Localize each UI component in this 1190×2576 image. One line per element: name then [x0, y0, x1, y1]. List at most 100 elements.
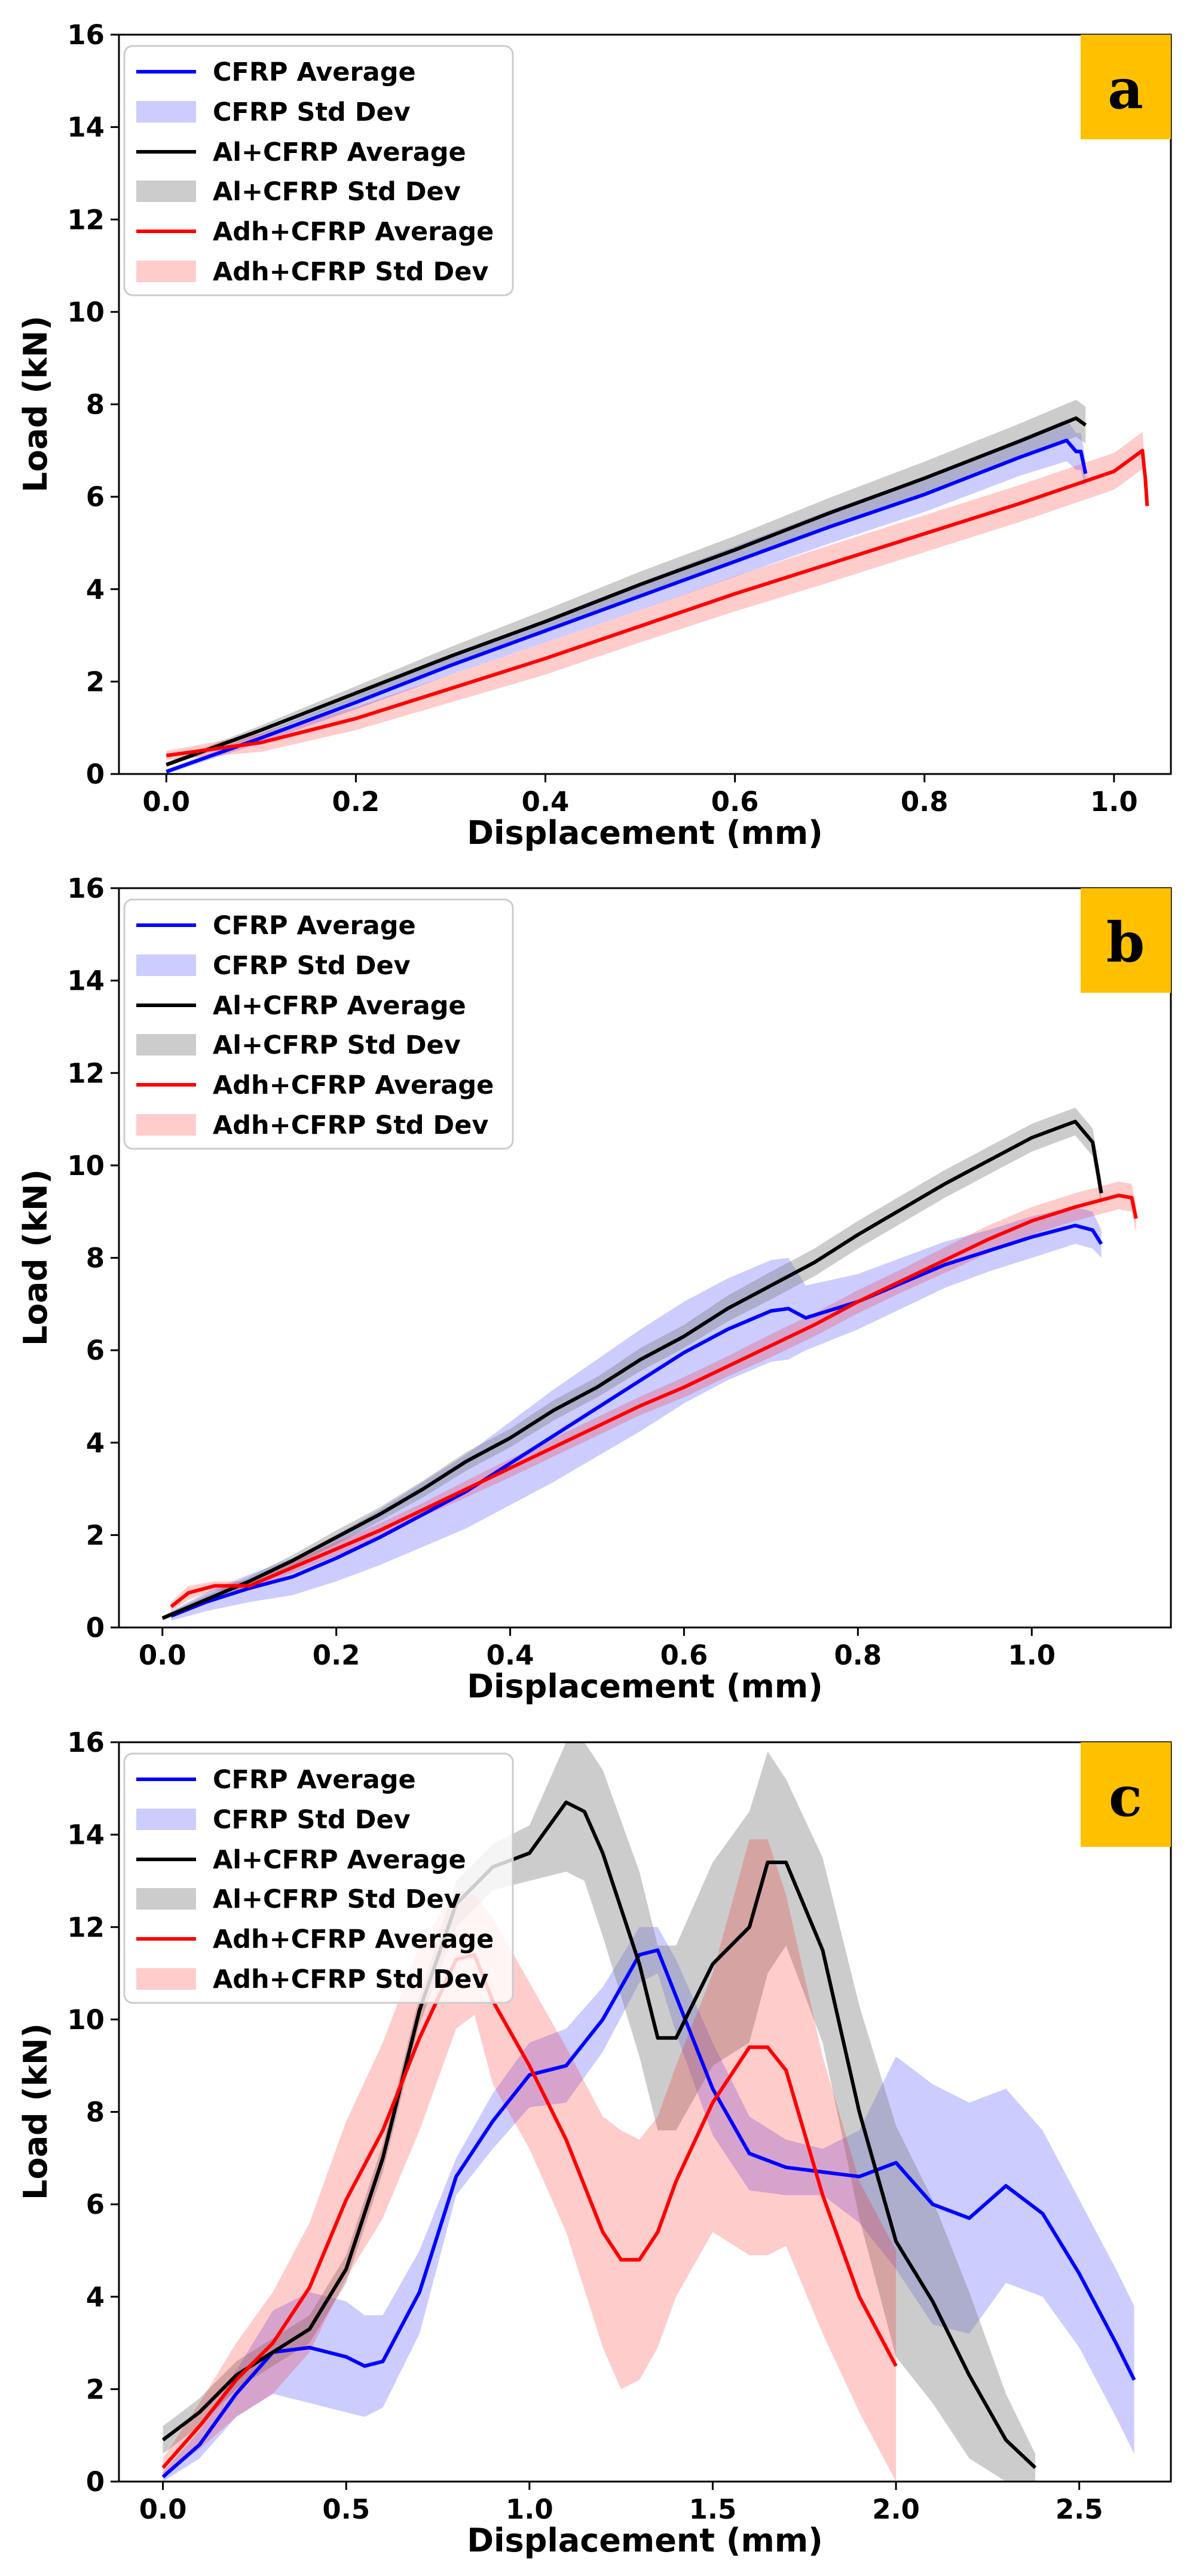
- x-tick-label: 0.0: [142, 786, 190, 818]
- legend: CFRP Average CFRP Std Dev Al+CFRP Averag…: [123, 1752, 514, 2004]
- x-tick-label: 0.4: [522, 786, 570, 818]
- y-tick-label: 8: [86, 389, 105, 421]
- x-tick-label: 0.4: [487, 1639, 534, 1671]
- average-line-adh-cfrp: [161, 1953, 898, 2469]
- y-tick-label: 2: [86, 666, 105, 697]
- average-line-cfrp: [161, 1948, 1136, 2479]
- legend-label-adh-cfrp-std-dev: Adh+CFRP Std Dev: [213, 1110, 488, 1140]
- legend-swatch-cfrp-std-dev: [136, 101, 196, 123]
- y-tick-label: 0: [86, 2466, 105, 2498]
- x-tick-label: 1.5: [689, 2494, 737, 2525]
- y-tick-label: 14: [67, 965, 105, 997]
- y-tick-label: 14: [67, 1819, 105, 1851]
- legend-label-adh-cfrp-std-dev: Adh+CFRP Std Dev: [213, 257, 488, 287]
- average-line-adh-cfrp: [170, 1194, 1138, 1608]
- y-tick-label: 12: [67, 1911, 105, 1943]
- y-tick-label: 2: [86, 2373, 105, 2405]
- legend-label-al-cfrp-std-dev: Al+CFRP Std Dev: [213, 177, 461, 207]
- legend-swatch-adh-cfrp-std-dev: [136, 261, 196, 282]
- legend-frame: [123, 1752, 514, 2004]
- y-tick-label: 8: [86, 1243, 105, 1274]
- legend-label-al-cfrp-std-dev: Al+CFRP Std Dev: [213, 1030, 461, 1060]
- legend-label-cfrp-std-dev: CFRP Std Dev: [213, 1805, 411, 1835]
- x-tick-label: 0.6: [660, 1639, 708, 1671]
- legend: CFRP Average CFRP Std Dev Al+CFRP Averag…: [123, 45, 514, 296]
- legend-frame: [123, 898, 514, 1150]
- y-tick-label: 10: [67, 296, 105, 328]
- y-tick-label: 14: [67, 112, 105, 143]
- average-lines: [161, 1119, 1138, 1620]
- legend-label-al-cfrp-average: Al+CFRP Average: [213, 137, 466, 167]
- y-tick-label: 6: [86, 1335, 105, 1366]
- y-axis-label: Load (kN): [17, 316, 54, 492]
- average-line-adh-cfrp: [166, 448, 1149, 758]
- x-tick-label: 2.0: [872, 2494, 920, 2525]
- legend-swatch-al-cfrp-std-dev: [136, 180, 196, 202]
- x-tick-label: 0.2: [313, 1639, 360, 1671]
- average-line-cfrp: [166, 438, 1088, 773]
- panel-badge-letter: c: [1109, 1764, 1142, 1829]
- legend-swatch-cfrp-std-dev: [136, 954, 196, 976]
- panel-badge-background: [1081, 888, 1171, 993]
- legend-label-cfrp-average: CFRP Average: [213, 1765, 416, 1795]
- x-tick-label: 0.2: [332, 786, 380, 818]
- y-tick-label: 8: [86, 2097, 105, 2128]
- legend-label-al-cfrp-std-dev: Al+CFRP Std Dev: [213, 1884, 461, 1914]
- y-tick-label: 16: [67, 873, 105, 904]
- panel-badge: b: [1081, 888, 1171, 993]
- std-dev-band-adh-cfrp: [171, 1181, 1136, 1611]
- y-tick-label: 16: [67, 1727, 105, 1758]
- x-axis-label: Displacement (mm): [467, 2522, 823, 2559]
- panel-b: 0 2 4 6 8 10 12 14 16 0.0 0.2 0.4 0.6 0.8 1.0 Displac…: [17, 873, 1172, 1705]
- std-dev-band-al-cfrp: [166, 399, 1086, 767]
- legend-swatch-adh-cfrp-std-dev: [136, 1968, 196, 1990]
- x-tick-label: 0.8: [834, 1639, 882, 1671]
- legend-label-cfrp-std-dev: CFRP Std Dev: [213, 951, 411, 981]
- x-axis-label: Displacement (mm): [467, 1668, 823, 1705]
- legend-swatch-al-cfrp-std-dev: [136, 1034, 196, 1056]
- y-tick-label: 4: [86, 2281, 105, 2313]
- x-tick-label: 0.6: [711, 786, 759, 818]
- legend-label-adh-cfrp-average: Adh+CFRP Average: [213, 1925, 494, 1954]
- panel-badge-letter: a: [1108, 57, 1143, 121]
- x-tick-label: 1.0: [1008, 1639, 1056, 1671]
- legend-label-adh-cfrp-average: Adh+CFRP Average: [213, 1070, 494, 1100]
- x-axis-ticks: 0.0 0.2 0.4 0.6 0.8 1.0: [142, 774, 1138, 818]
- y-tick-label: 4: [86, 1427, 105, 1459]
- average-lines: [161, 1800, 1136, 2479]
- legend-label-cfrp-std-dev: CFRP Std Dev: [213, 97, 411, 127]
- legend-label-cfrp-average: CFRP Average: [213, 57, 416, 87]
- y-tick-label: 16: [67, 19, 105, 51]
- average-line-al-cfrp: [161, 1119, 1103, 1620]
- y-tick-label: 0: [86, 758, 105, 790]
- average-line-al-cfrp: [166, 416, 1087, 767]
- std-dev-bands: [162, 1108, 1136, 1621]
- x-tick-label: 0.0: [139, 1639, 186, 1671]
- legend-label-adh-cfrp-std-dev: Adh+CFRP Std Dev: [213, 1965, 488, 1994]
- y-tick-label: 2: [86, 1519, 105, 1551]
- x-tick-label: 1.0: [1090, 786, 1138, 818]
- y-tick-label: 12: [67, 204, 105, 235]
- y-tick-label: 6: [86, 481, 105, 513]
- average-line-al-cfrp: [161, 1800, 1037, 2469]
- legend-label-cfrp-average: CFRP Average: [213, 911, 416, 941]
- y-tick-label: 6: [86, 2189, 105, 2220]
- std-dev-band-al-cfrp: [163, 1742, 1036, 2482]
- y-tick-label: 12: [67, 1057, 105, 1089]
- y-tick-label: 0: [86, 1612, 105, 1644]
- panel-a: 0 2 4 6 8 10 12 14 16 0.0 0.2 0.4 0.6 0.8 1.0 Displac…: [17, 19, 1172, 852]
- legend-label-al-cfrp-average: Al+CFRP Average: [213, 1845, 466, 1875]
- y-axis-ticks: 0 2 4 6 8 10 12 14 16: [67, 19, 119, 790]
- panel-badge-letter: b: [1106, 910, 1145, 975]
- panel-badge-background: [1081, 35, 1171, 139]
- panel-c: 0 2 4 6 8 10 12 14 16 0.0 0.5 1.0 1.5 2.0 2.5 Displac…: [17, 1727, 1172, 2559]
- legend-label-al-cfrp-average: Al+CFRP Average: [213, 991, 466, 1021]
- legend-frame: [123, 45, 514, 296]
- std-dev-bands: [163, 1742, 1134, 2482]
- y-tick-label: 4: [86, 574, 105, 605]
- average-line-cfrp: [170, 1223, 1103, 1618]
- x-axis-ticks: 0.0 0.5 1.0 1.5 2.0 2.5: [139, 2482, 1103, 2525]
- legend-swatch-adh-cfrp-std-dev: [136, 1114, 196, 1136]
- x-axis-label: Displacement (mm): [467, 814, 823, 852]
